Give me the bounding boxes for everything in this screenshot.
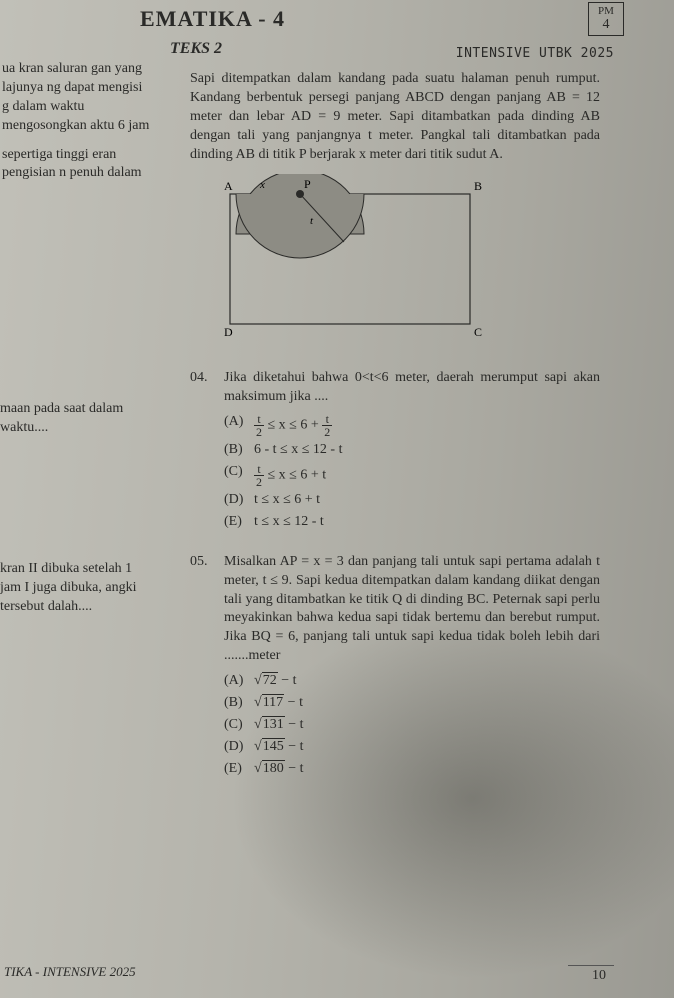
question-04: 04. Jika diketahui bahwa 0<t<6 meter, da… — [190, 369, 600, 534]
label-b: B — [474, 179, 482, 193]
pm-box: PM 4 — [588, 2, 624, 36]
opt-content: t ≤ x ≤ 6 + t — [254, 491, 320, 510]
left-fragment-2: sepertiga tinggi eran pengisian n penuh … — [2, 146, 150, 184]
kandang-svg: A x P t B D C — [210, 174, 490, 344]
q05-opt-c: (C) √131 − t — [224, 716, 600, 735]
q04-text: Jika diketahui bahwa 0<t<6 meter, daerah… — [224, 369, 600, 407]
opt-label: (E) — [224, 760, 248, 779]
q04-opt-d: (D) t ≤ x ≤ 6 + t — [224, 491, 600, 510]
point-p — [296, 190, 304, 198]
opt-label: (E) — [224, 513, 248, 532]
label-a: A — [224, 179, 233, 193]
fraction: t2 — [254, 413, 264, 438]
opt-label: (B) — [224, 441, 248, 460]
kandang-figure: A x P t B D C — [210, 174, 600, 351]
page: EMATIKA - 4 PM 4 TEKS 2 INTENSIVE UTBK 2… — [0, 0, 674, 998]
q05-body: Misalkan AP = x = 3 dan panjang tali unt… — [224, 553, 600, 782]
opt-content: t2 ≤ x ≤ 6 + t — [254, 463, 326, 488]
q05-opt-d: (D) √145 − t — [224, 738, 600, 757]
q05-text: Misalkan AP = x = 3 dan panjang tali unt… — [224, 553, 600, 666]
label-p: P — [304, 177, 311, 191]
opt-content: √145 − t — [254, 738, 303, 757]
opt-content: √117 − t — [254, 694, 303, 713]
opt-content: √131 − t — [254, 716, 303, 735]
left-fragment-3-block: maan pada saat dalam waktu.... — [0, 400, 150, 438]
q04-opt-a: (A) t2 ≤ x ≤ 6 + t2 — [224, 413, 600, 438]
fraction: t2 — [254, 463, 264, 488]
footer-page-number: 10 — [568, 965, 614, 984]
q04-opt-e: (E) t ≤ x ≤ 12 - t — [224, 513, 600, 532]
opt-label: (A) — [224, 672, 248, 691]
header: EMATIKA - 4 PM 4 — [0, 0, 674, 40]
left-fragment-3: maan pada saat dalam waktu.... — [0, 400, 150, 438]
opt-label: (C) — [224, 716, 248, 735]
left-fragment-4-block: kran II dibuka setelah 1 jam I juga dibu… — [0, 560, 150, 617]
opt-label: (A) — [224, 413, 248, 438]
label-c: C — [474, 325, 482, 339]
fraction: t2 — [322, 413, 332, 438]
opt-content: t ≤ x ≤ 12 - t — [254, 513, 324, 532]
q05-opt-a: (A) √72 − t — [224, 672, 600, 691]
opt-content: √72 − t — [254, 672, 296, 691]
opt-label: (D) — [224, 738, 248, 757]
q05-opt-e: (E) √180 − t — [224, 760, 600, 779]
intensive-label: INTENSIVE UTBK 2025 — [456, 46, 614, 61]
opt-content: 6 - t ≤ x ≤ 12 - t — [254, 441, 342, 460]
q04-opt-b: (B) 6 - t ≤ x ≤ 12 - t — [224, 441, 600, 460]
passage-text: Sapi ditempatkan dalam kandang pada suat… — [190, 70, 600, 164]
opt-label: (B) — [224, 694, 248, 713]
pm-label: PM — [598, 5, 614, 17]
label-d: D — [224, 325, 233, 339]
left-column-fragments: ua kran saluran gan yang lajunya ng dapa… — [0, 60, 150, 193]
footer-left: TIKA - INTENSIVE 2025 — [4, 964, 136, 980]
q05-options: (A) √72 − t (B) √117 − t (C) √131 − t (D… — [224, 672, 600, 778]
opt-content: √180 − t — [254, 760, 303, 779]
semicircle-arc — [236, 194, 364, 258]
q04-options: (A) t2 ≤ x ≤ 6 + t2 (B) 6 - t ≤ x ≤ 12 -… — [224, 413, 600, 532]
main-column: Sapi ditempatkan dalam kandang pada suat… — [190, 70, 600, 782]
teks-label: TEKS 2 — [170, 40, 222, 58]
q04-body: Jika diketahui bahwa 0<t<6 meter, daerah… — [224, 369, 600, 534]
q05-opt-b: (B) √117 − t — [224, 694, 600, 713]
question-05: 05. Misalkan AP = x = 3 dan panjang tali… — [190, 553, 600, 782]
opt-content: t2 ≤ x ≤ 6 + t2 — [254, 413, 332, 438]
opt-label: (D) — [224, 491, 248, 510]
left-fragment-1: ua kran saluran gan yang lajunya ng dapa… — [2, 60, 150, 136]
left-fragment-4: kran II dibuka setelah 1 jam I juga dibu… — [0, 560, 150, 617]
header-title: EMATIKA - 4 — [140, 6, 285, 32]
q05-number: 05. — [190, 553, 216, 782]
opt-label: (C) — [224, 463, 248, 488]
label-x: x — [259, 179, 265, 191]
q04-number: 04. — [190, 369, 216, 534]
q04-opt-c: (C) t2 ≤ x ≤ 6 + t — [224, 463, 600, 488]
pm-number: 4 — [589, 17, 623, 32]
